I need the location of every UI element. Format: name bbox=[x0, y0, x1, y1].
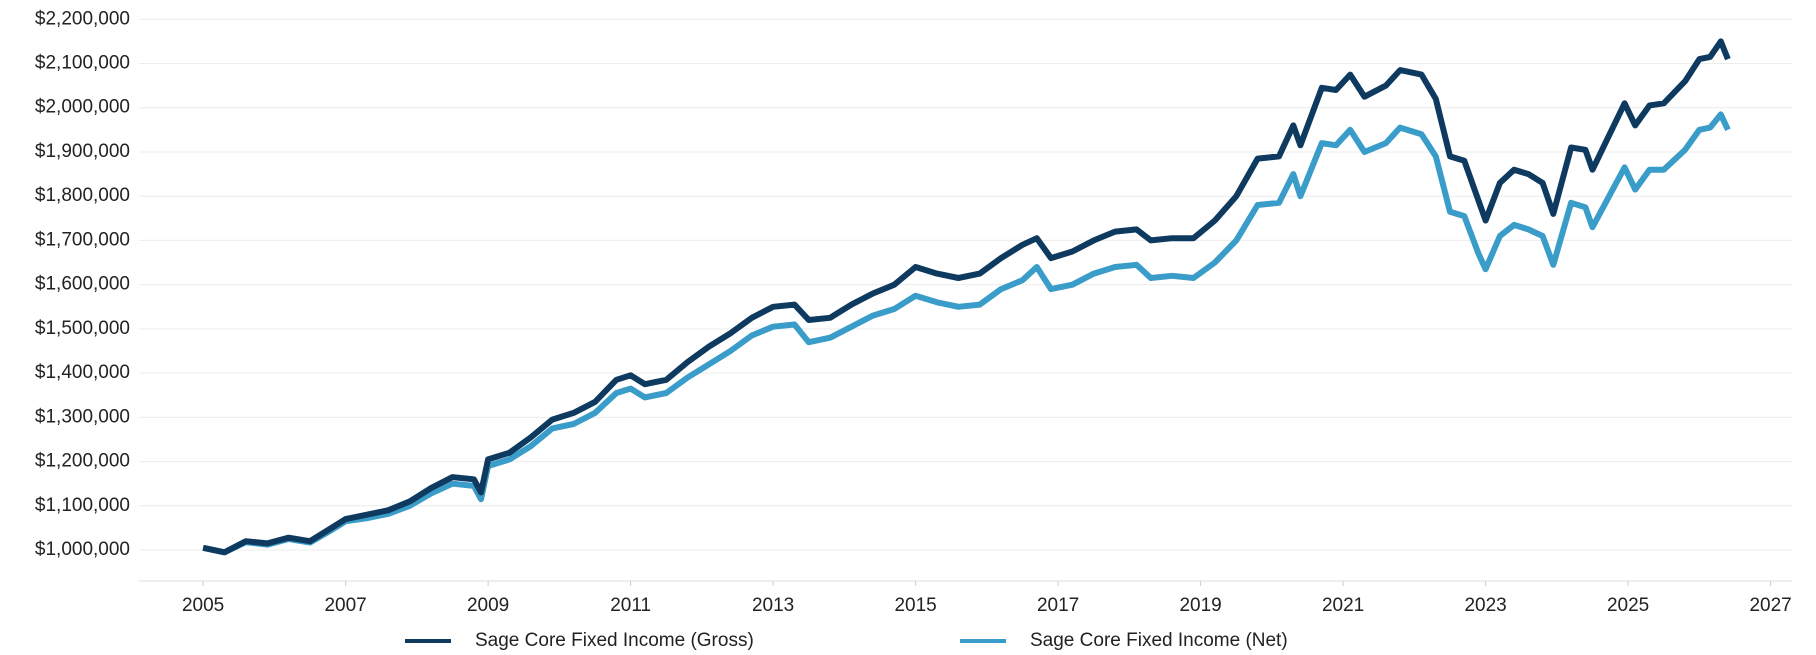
x-tick-label: 2025 bbox=[1607, 595, 1649, 616]
x-tick-label: 2009 bbox=[467, 595, 509, 616]
y-tick-label: $1,600,000 bbox=[35, 274, 130, 295]
x-tick-label: 2021 bbox=[1322, 595, 1364, 616]
x-tick-label: 2015 bbox=[894, 595, 936, 616]
x-tick-label: 2019 bbox=[1179, 595, 1221, 616]
legend-label: Sage Core Fixed Income (Net) bbox=[1030, 630, 1288, 651]
y-tick-label: $2,000,000 bbox=[35, 97, 130, 118]
y-tick-label: $1,500,000 bbox=[35, 318, 130, 339]
x-tick-label: 2023 bbox=[1464, 595, 1506, 616]
x-tick-label: 2017 bbox=[1037, 595, 1079, 616]
y-tick-label: $1,200,000 bbox=[35, 451, 130, 472]
x-tick-label: 2007 bbox=[324, 595, 366, 616]
legend-label: Sage Core Fixed Income (Gross) bbox=[475, 630, 754, 651]
y-tick-label: $2,200,000 bbox=[35, 8, 130, 29]
y-tick-label: $1,700,000 bbox=[35, 229, 130, 250]
x-tick-label: 2005 bbox=[182, 595, 224, 616]
y-tick-label: $2,100,000 bbox=[35, 53, 130, 74]
y-tick-label: $1,900,000 bbox=[35, 141, 130, 162]
x-tick-label: 2011 bbox=[610, 595, 651, 616]
x-tick-label: 2027 bbox=[1749, 595, 1791, 616]
y-tick-label: $1,800,000 bbox=[35, 185, 130, 206]
x-tick-label: 2013 bbox=[752, 595, 794, 616]
y-tick-label: $1,400,000 bbox=[35, 362, 130, 383]
y-tick-label: $1,300,000 bbox=[35, 406, 130, 427]
y-tick-label: $1,000,000 bbox=[35, 539, 130, 560]
y-tick-label: $1,100,000 bbox=[35, 495, 130, 516]
series-line bbox=[202, 38, 1731, 556]
